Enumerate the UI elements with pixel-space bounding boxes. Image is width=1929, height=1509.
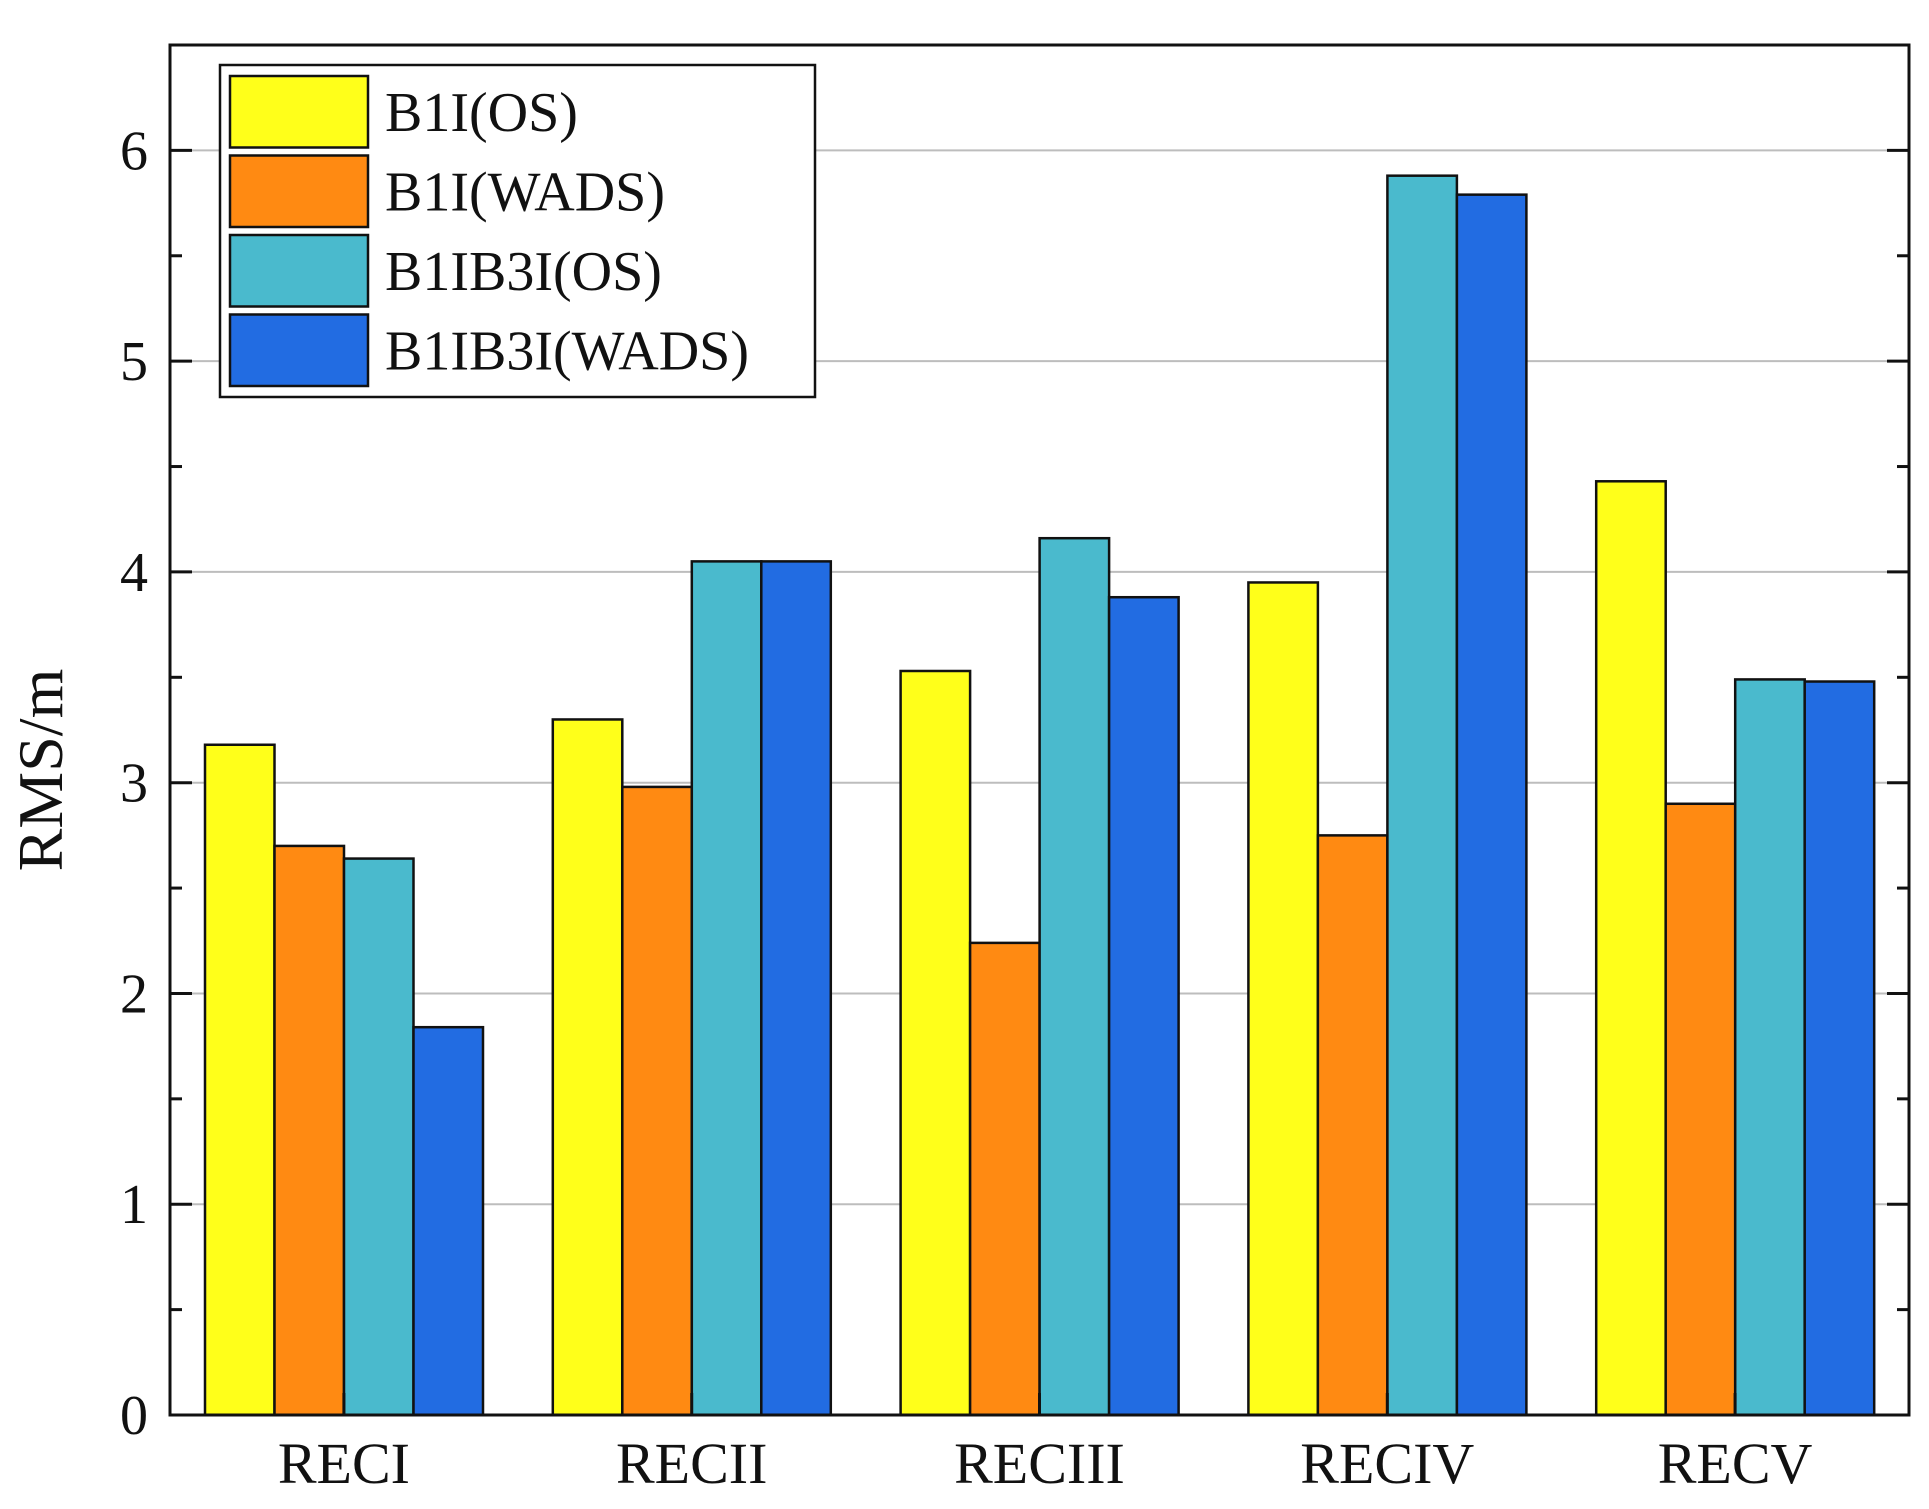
bar-recii-2 (621, 785, 694, 1417)
bar-reciv-1 (1247, 581, 1320, 1417)
y-tick-label: 3 (120, 753, 148, 815)
legend-swatch (228, 313, 370, 388)
bar-recii-3 (690, 560, 763, 1417)
y-tick-label: 1 (120, 1174, 148, 1236)
bars (203, 174, 1876, 1417)
bar-reciv-4 (1455, 193, 1528, 1417)
bar-reci-1 (203, 743, 276, 1417)
legend-label: B1IB3I(WADS) (385, 320, 749, 382)
legend-label: B1I(WADS) (385, 161, 665, 223)
bar-reciii-2 (968, 941, 1041, 1417)
bar-reciv-3 (1386, 174, 1459, 1417)
bar-recv-2 (1664, 802, 1737, 1417)
bar-reciii-4 (1107, 595, 1180, 1417)
bar-reci-2 (273, 844, 346, 1417)
x-tick-label: RECV (1658, 1431, 1813, 1496)
legend-swatch (228, 233, 370, 308)
bar-recii-1 (551, 718, 624, 1417)
x-tick-labels: RECI RECII RECIII RECIV RECV (278, 1431, 1813, 1496)
x-tick-label: RECI (278, 1431, 410, 1496)
y-tick-label: 5 (120, 331, 148, 393)
legend: B1I(OS) B1I(WADS) B1IB3I(OS) B1IB3I(WADS) (218, 63, 817, 399)
y-tick-label: 2 (120, 963, 148, 1025)
bar-recii-4 (760, 560, 833, 1417)
bar-reci-3 (342, 857, 415, 1417)
bar-recv-4 (1803, 680, 1876, 1417)
axis-ticks (170, 148, 1909, 1417)
legend-label: B1IB3I(OS) (385, 241, 662, 303)
x-tick-label: RECIV (1300, 1431, 1474, 1496)
x-tick-label: RECIII (954, 1431, 1125, 1496)
y-tick-label: 6 (120, 120, 148, 182)
bar-reciii-1 (899, 669, 972, 1417)
bar-recv-1 (1594, 480, 1667, 1417)
legend-label: B1I(OS) (385, 82, 578, 144)
x-tick-label: RECII (616, 1431, 767, 1496)
legend-swatch (228, 74, 370, 149)
bar-reci-4 (412, 1025, 485, 1417)
y-axis-label: RMS/m (5, 669, 76, 872)
bar-reciii-3 (1038, 536, 1111, 1417)
bar-recv-3 (1733, 678, 1806, 1417)
y-tick-label: 0 (120, 1385, 148, 1447)
y-tick-label: 4 (120, 542, 148, 604)
legend-swatch (228, 154, 370, 229)
y-tick-labels: 0 1 2 3 4 5 6 (120, 120, 148, 1447)
bar-reciv-2 (1316, 834, 1389, 1417)
